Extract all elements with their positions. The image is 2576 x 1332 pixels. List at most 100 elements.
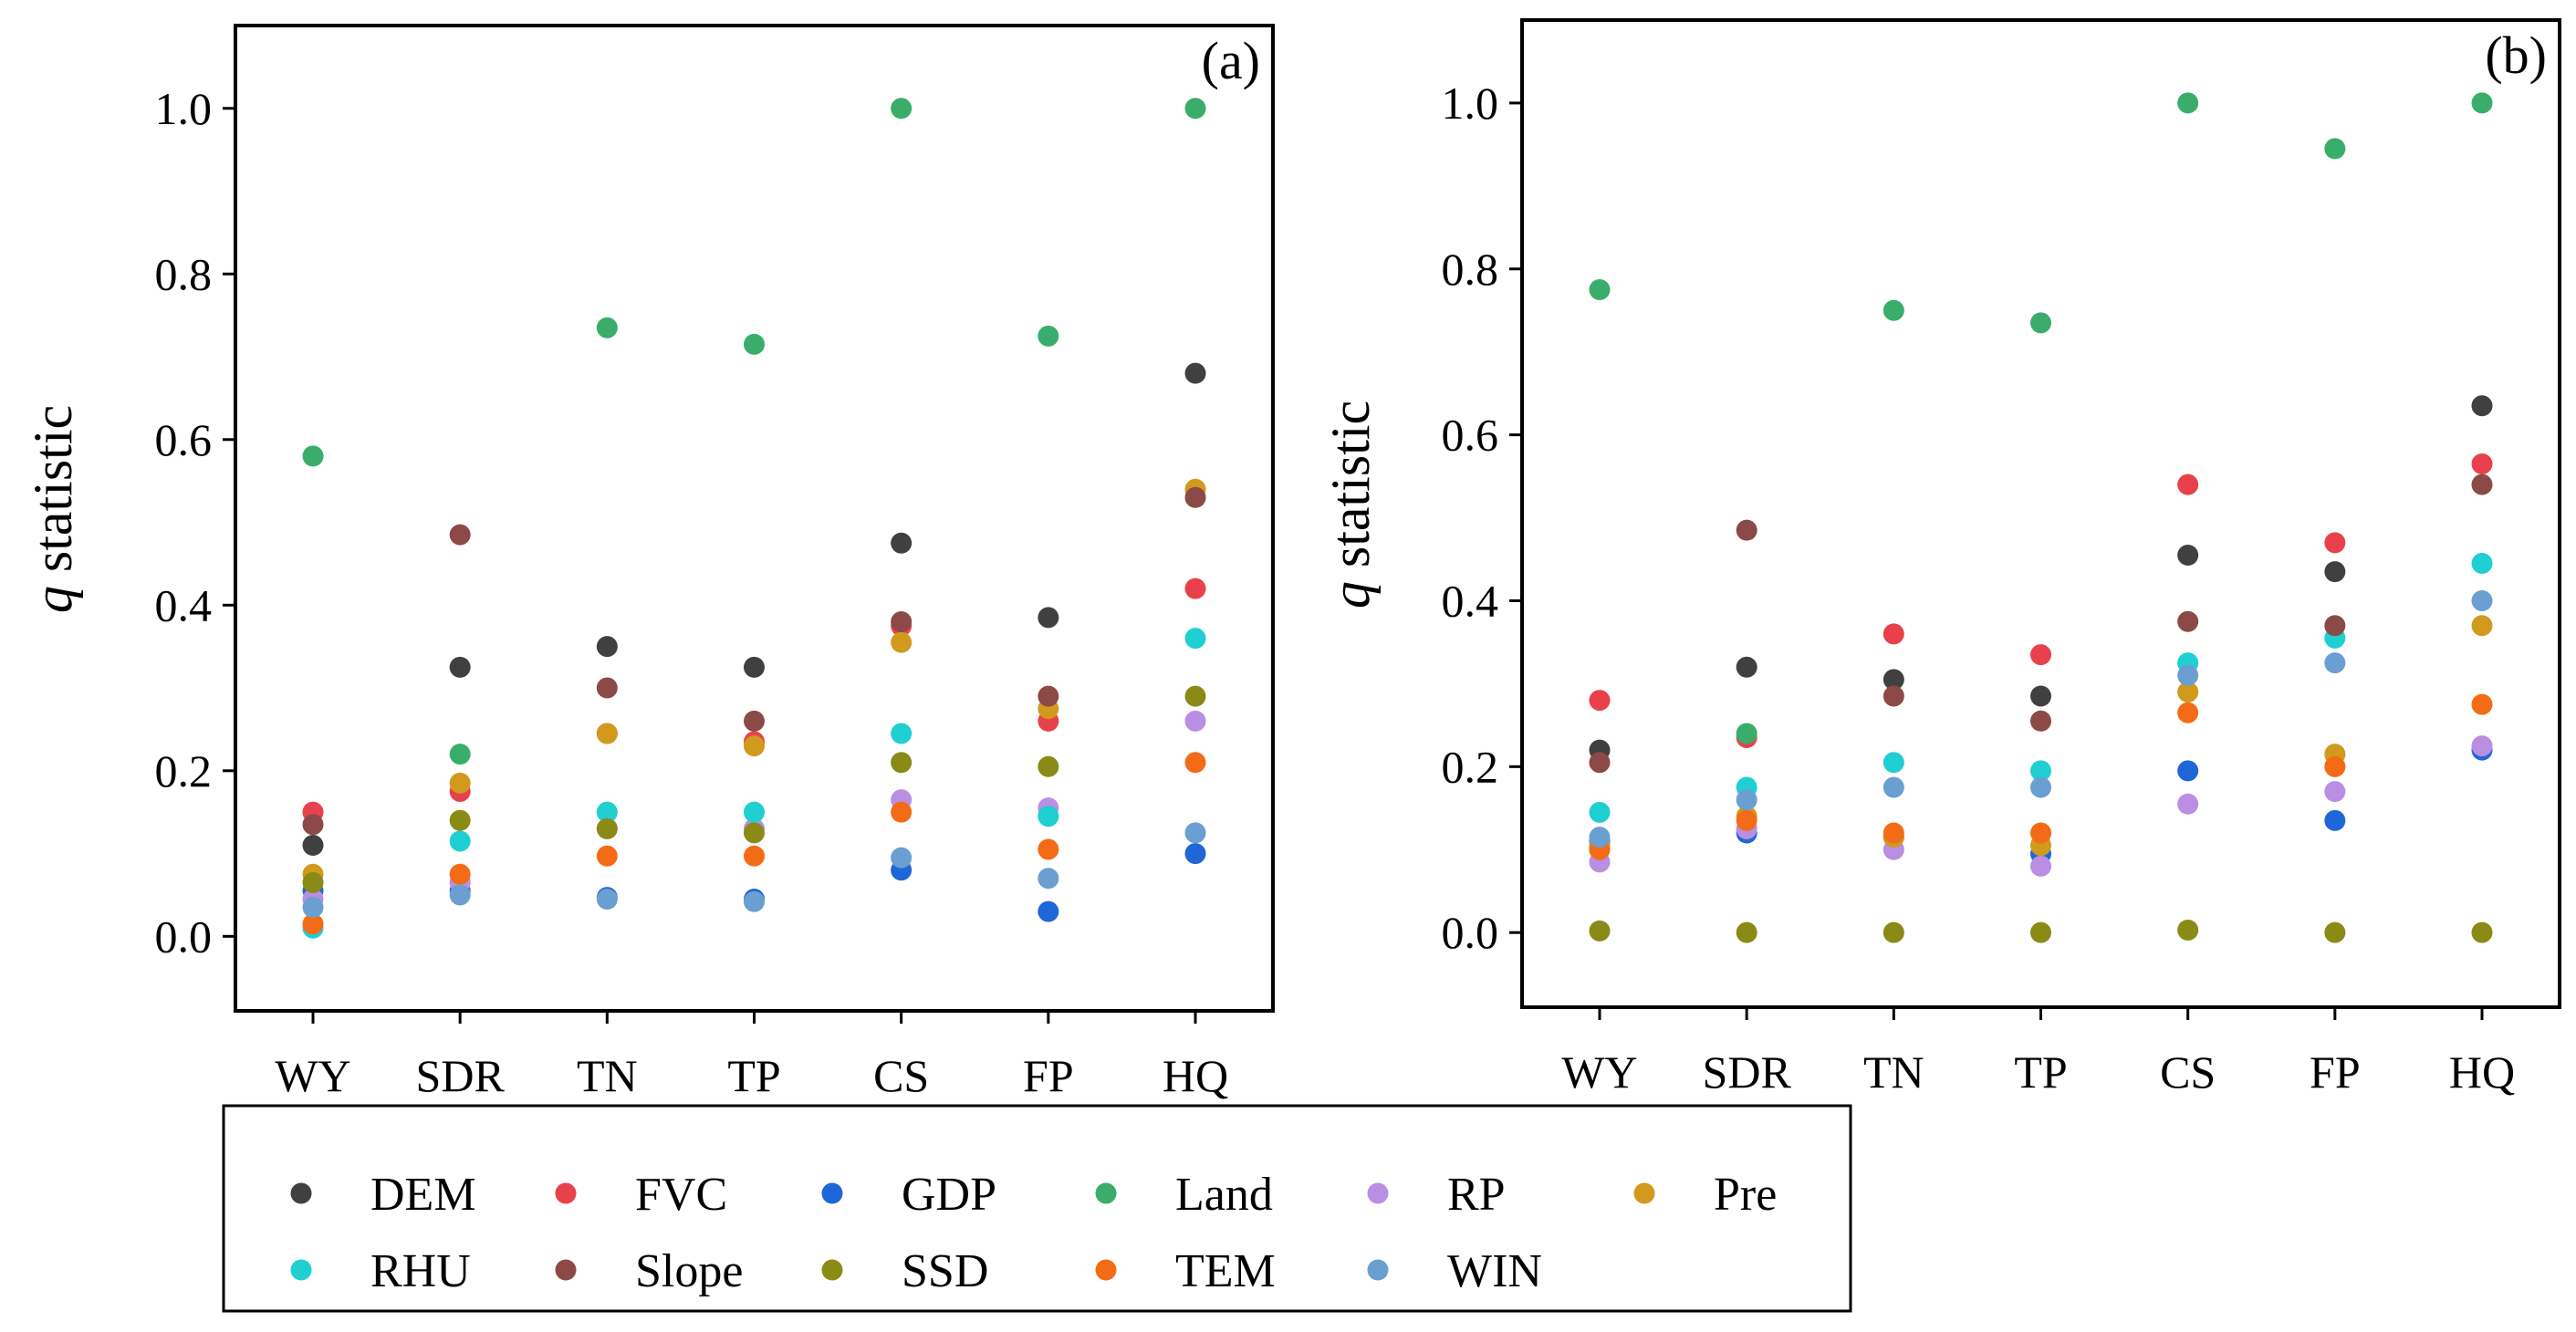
x-tick-label: FP	[1023, 1050, 1074, 1101]
legend-label-land: Land	[1175, 1169, 1273, 1221]
x-tick-label: WY	[1561, 1046, 1637, 1098]
point-rhu-fp	[1038, 806, 1059, 827]
point-slope-fp	[2324, 615, 2346, 637]
point-slope-tn	[596, 677, 618, 699]
point-rp-fp	[2324, 781, 2346, 803]
y-tick-label: 0.6	[1442, 410, 1499, 461]
point-rhu-tn	[596, 801, 618, 823]
point-dem-cs	[2177, 544, 2199, 566]
point-land-fp	[2324, 138, 2346, 160]
x-tick-label: TP	[727, 1050, 780, 1101]
point-win-sdr	[449, 884, 471, 906]
point-ssd-sdr	[449, 809, 471, 831]
legend-label-win: WIN	[1447, 1245, 1542, 1297]
point-fvc-tn	[1882, 623, 1904, 645]
y-tick-label: 0.0	[155, 911, 213, 962]
point-ssd-cs	[891, 752, 913, 774]
legend-marker-pre	[1633, 1182, 1655, 1204]
y-tick-label: 1.0	[1442, 78, 1499, 129]
point-tem-hq	[1184, 752, 1206, 774]
x-tick-label: SDR	[1703, 1046, 1792, 1098]
legend-label-tem: TEM	[1175, 1245, 1276, 1297]
point-fvc-cs	[2177, 473, 2199, 495]
y-axis-label: q statistic	[23, 405, 83, 613]
point-rhu-cs	[891, 723, 913, 744]
legend-marker-slope	[555, 1259, 577, 1281]
legend-label-gdp: GDP	[902, 1169, 996, 1221]
point-win-fp	[1038, 868, 1059, 890]
point-dem-tp	[744, 656, 765, 678]
point-ssd-fp	[1038, 755, 1059, 777]
point-rhu-tp	[2030, 760, 2051, 782]
point-win-cs	[891, 847, 913, 869]
y-tick-label: 0.8	[1442, 244, 1499, 295]
point-dem-hq	[1184, 362, 1206, 384]
point-ssd-hq	[2471, 921, 2493, 943]
legend-marker-gdp	[821, 1182, 843, 1204]
point-fvc-tp	[2030, 644, 2051, 666]
point-ssd-wy	[302, 871, 324, 893]
point-slope-cs	[2177, 610, 2199, 632]
point-rhu-hq	[1184, 628, 1206, 650]
point-land-tp	[744, 333, 765, 355]
legend-marker-rp	[1367, 1182, 1389, 1204]
x-tick-label: TN	[1863, 1046, 1924, 1098]
x-tick-label: TN	[577, 1050, 638, 1101]
point-tem-tn	[1882, 822, 1904, 844]
x-tick-label: WY	[275, 1050, 350, 1101]
point-tem-wy	[302, 913, 324, 935]
point-tem-cs	[891, 801, 913, 823]
point-fvc-hq	[1184, 578, 1206, 599]
point-tem-fp	[1038, 838, 1059, 860]
point-gdp-cs	[2177, 760, 2199, 782]
point-dem-tn	[1882, 669, 1904, 691]
legend-label-pre: Pre	[1714, 1169, 1777, 1221]
point-tem-tp	[744, 845, 765, 867]
point-land-tp	[2030, 312, 2051, 334]
y-tick-label: 0.0	[1442, 907, 1499, 958]
point-pre-tp	[744, 735, 765, 757]
point-land-tn	[596, 317, 618, 338]
point-tem-sdr	[449, 863, 471, 885]
legend-marker-tem	[1095, 1259, 1117, 1281]
point-slope-fp	[1038, 685, 1059, 707]
point-gdp-hq	[1184, 843, 1206, 865]
point-pre-cs	[2177, 681, 2199, 702]
point-win-sdr	[1736, 789, 1757, 811]
point-land-wy	[302, 445, 324, 467]
point-rp-cs	[2177, 793, 2199, 815]
point-ssd-tp	[2030, 921, 2051, 943]
point-win-hq	[2471, 589, 2493, 611]
legend-label-rp: RP	[1447, 1169, 1506, 1221]
y-axis-label: q statistic	[1320, 401, 1381, 609]
legend-label-rhu: RHU	[370, 1245, 471, 1297]
legend-marker-ssd	[821, 1259, 843, 1281]
legend: DEM FVC GDP Land RP Pre RHU Slope SSD TEM WIN	[222, 1104, 1852, 1313]
point-tem-fp	[2324, 755, 2346, 777]
point-slope-tn	[1882, 685, 1904, 707]
point-pre-hq	[2471, 615, 2493, 637]
point-ssd-cs	[2177, 919, 2199, 941]
point-fvc-hq	[2471, 453, 2493, 474]
x-tick-label: SDR	[416, 1050, 506, 1101]
point-rhu-wy	[1589, 801, 1611, 823]
point-land-hq	[1184, 98, 1206, 120]
point-gdp-fp	[1038, 900, 1059, 922]
point-rhu-tp	[744, 801, 765, 823]
point-slope-tp	[2030, 710, 2051, 732]
legend-label-slope: Slope	[635, 1245, 743, 1297]
y-tick-label: 0.6	[155, 414, 213, 465]
point-dem-fp	[2324, 561, 2346, 583]
point-dem-hq	[2471, 395, 2493, 417]
point-tem-hq	[2471, 693, 2493, 715]
y-tick-label: 0.2	[155, 745, 213, 796]
point-rhu-tn	[1882, 752, 1904, 774]
point-slope-hq	[1184, 486, 1206, 508]
point-win-hq	[1184, 822, 1206, 844]
point-win-tn	[1882, 776, 1904, 798]
point-ssd-fp	[2324, 921, 2346, 943]
point-fvc-wy	[1589, 690, 1611, 712]
point-pre-tn	[596, 723, 618, 744]
x-tick-label: CS	[2160, 1046, 2216, 1098]
